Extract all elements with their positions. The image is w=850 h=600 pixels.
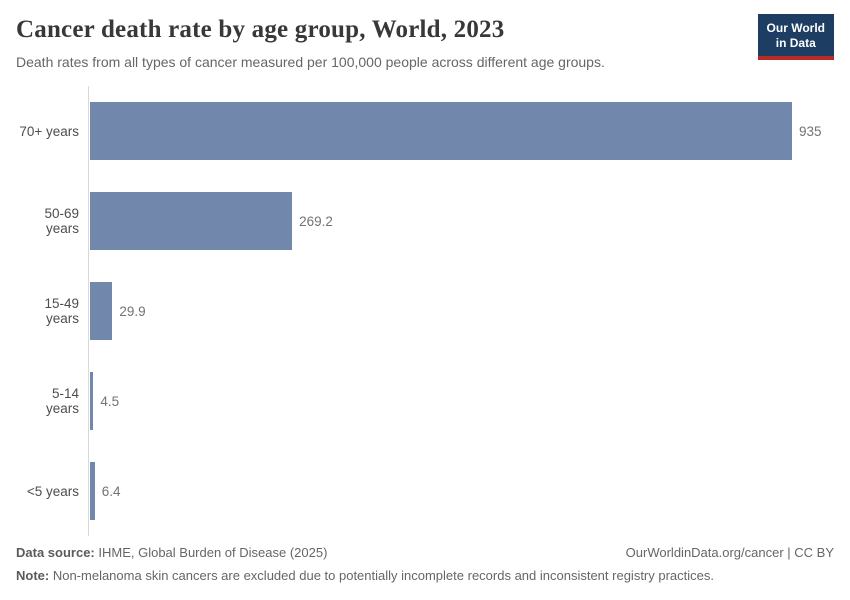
category-label: 15-49 years bbox=[44, 296, 79, 326]
chart-row: 5-14 years 4.5 bbox=[16, 356, 834, 446]
page-subtitle: Death rates from all types of cancer mea… bbox=[16, 54, 605, 70]
value-label: 29.9 bbox=[119, 303, 146, 319]
bar[interactable] bbox=[90, 462, 95, 520]
y-axis-line bbox=[88, 86, 89, 536]
category-label: 5-14 years bbox=[45, 386, 79, 416]
chart-row: <5 years 6.4 bbox=[16, 446, 834, 536]
value-label: 269.2 bbox=[299, 213, 333, 229]
owid-logo[interactable]: Our World in Data bbox=[757, 14, 834, 60]
footer-line1: Data source: IHME, Global Burden of Dise… bbox=[16, 544, 834, 563]
bar-chart: 70+ years 935 50-69 years 269.2 15-49 ye… bbox=[16, 86, 834, 536]
bar-lane: 269.2 bbox=[90, 176, 834, 266]
header-text: Cancer death rate by age group, World, 2… bbox=[16, 14, 605, 70]
page-title: Cancer death rate by age group, World, 2… bbox=[16, 16, 505, 43]
owid-logo-line2: in Data bbox=[775, 36, 816, 50]
bar[interactable] bbox=[90, 192, 293, 250]
bar[interactable] bbox=[90, 282, 113, 340]
bar-lane: 935 bbox=[90, 86, 834, 176]
chart-row: 15-49 years 29.9 bbox=[16, 266, 834, 356]
bar[interactable] bbox=[90, 372, 94, 430]
value-label: 4.5 bbox=[100, 393, 120, 409]
category-label: <5 years bbox=[26, 483, 79, 499]
footer-note: Note: Non-melanoma skin cancers are excl… bbox=[16, 567, 834, 586]
data-source-text: IHME, Global Burden of Disease (2025) bbox=[94, 545, 328, 561]
data-source-label: Data source: bbox=[16, 545, 95, 561]
bar-lane: 4.5 bbox=[90, 356, 834, 446]
value-label: 6.4 bbox=[101, 483, 121, 499]
footer: Data source: IHME, Global Burden of Dise… bbox=[16, 544, 834, 586]
category-label: 70+ years bbox=[19, 123, 79, 139]
owid-logo-line1: Our World bbox=[766, 21, 825, 35]
chart-row: 50-69 years 269.2 bbox=[16, 176, 834, 266]
value-label: 935 bbox=[799, 123, 822, 139]
note-text: Non-melanoma skin cancers are excluded d… bbox=[49, 568, 714, 584]
header: Cancer death rate by age group, World, 2… bbox=[16, 14, 834, 70]
bar-lane: 6.4 bbox=[90, 446, 834, 536]
note-label: Note: bbox=[16, 568, 50, 584]
bar-lane: 29.9 bbox=[90, 266, 834, 356]
attribution-link[interactable]: OurWorldinData.org/cancer | CC BY bbox=[625, 545, 834, 561]
bar[interactable] bbox=[90, 102, 792, 160]
chart-row: 70+ years 935 bbox=[16, 86, 834, 176]
data-source: Data source: IHME, Global Burden of Dise… bbox=[16, 544, 327, 563]
category-label: 50-69 years bbox=[44, 206, 79, 236]
